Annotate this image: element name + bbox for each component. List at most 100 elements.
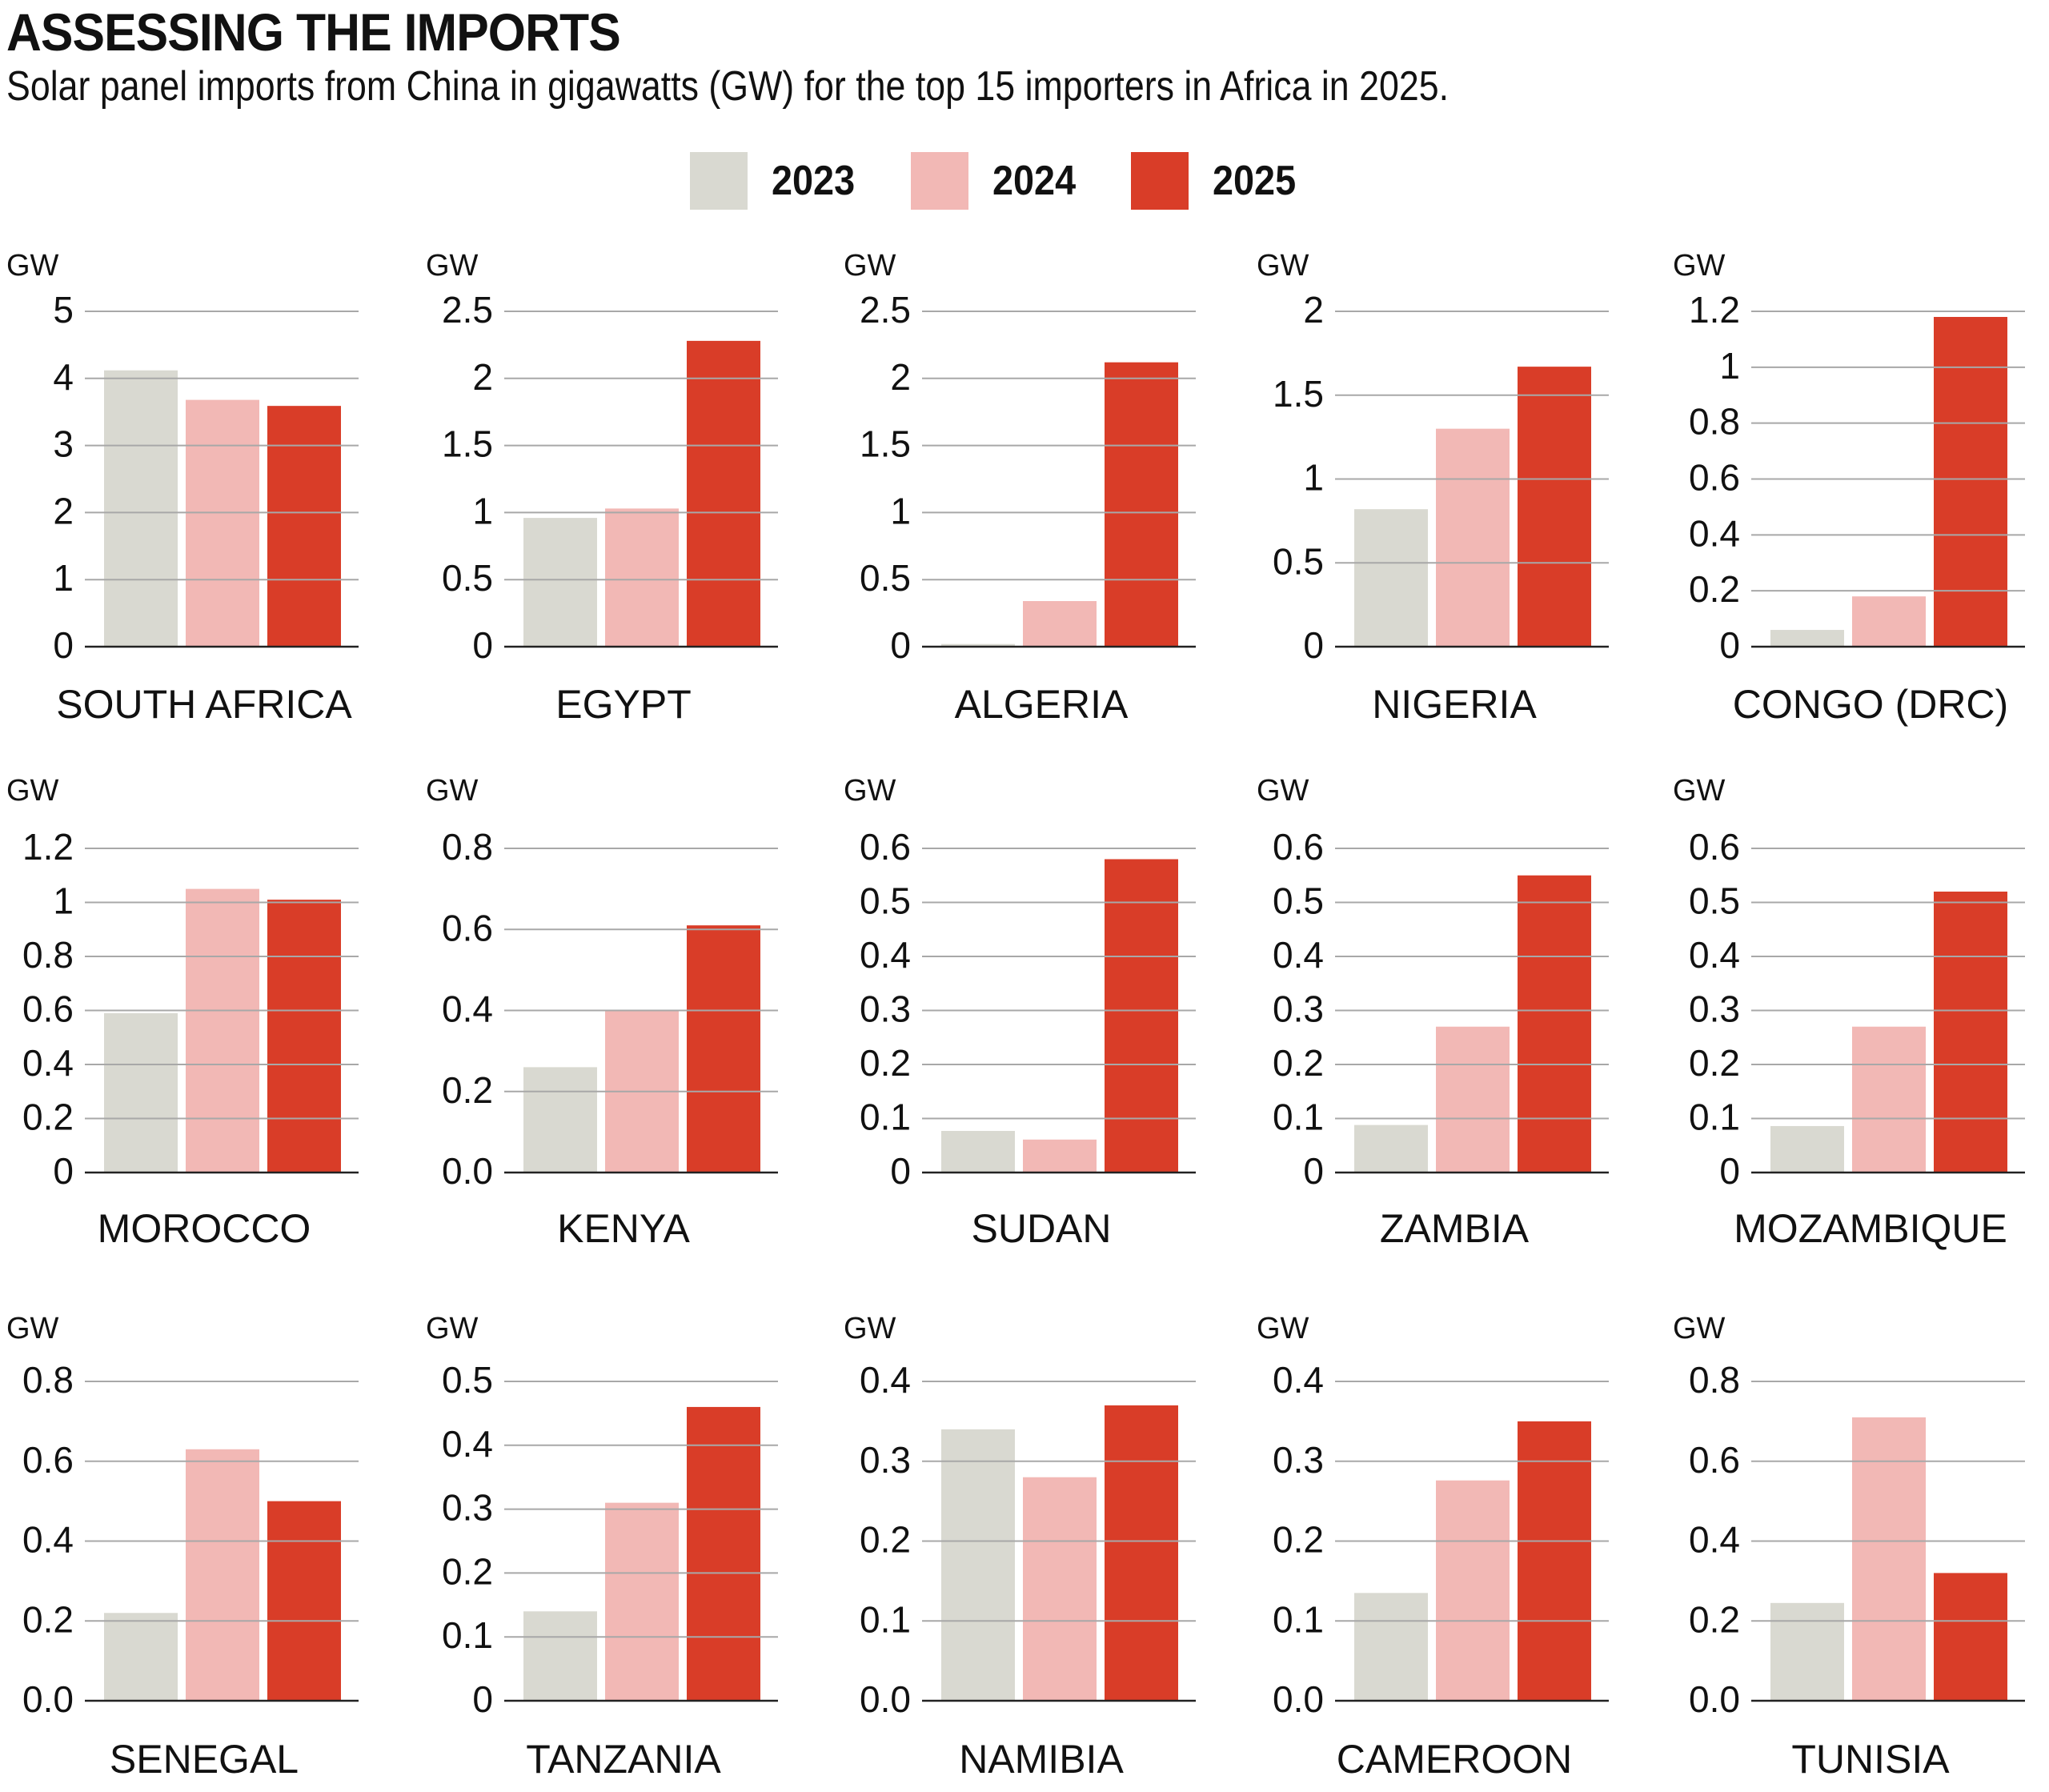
bar-2023 [1770,630,1844,647]
unit-label: GW [1257,249,1309,283]
unit-label: GW [6,1312,59,1345]
panel-morocco: GW 0 0.2 0.4 0.6 0.8 1 1.2 MOROCCO [6,774,359,1251]
y-tick-label: 0 [890,624,911,666]
bar-2024 [605,1502,679,1701]
y-tick-label: 1 [53,880,74,922]
country-label: SOUTH AFRICA [56,682,352,727]
y-tick-label: 0.3 [1273,988,1324,1030]
panel-cameroon: GW 0.0 0.1 0.2 0.3 0.4 CAMEROON [1257,1312,1609,1782]
bar-2025 [267,1501,341,1701]
y-tick-label: 0.4 [22,1519,74,1561]
panel-mozambique: GW 0 0.1 0.2 0.3 0.4 0.5 0.6 MOZAMBIQUE [1673,774,2025,1251]
bar-2023 [523,1067,597,1173]
y-tick-label: 0.3 [442,1487,493,1529]
unit-label: GW [426,774,479,808]
y-tick-label: 0.6 [1689,1439,1740,1481]
y-tick-label: 0 [1303,624,1324,666]
unit-label: GW [426,249,479,283]
unit-label: GW [844,1312,896,1345]
y-tick-label: 0.5 [442,1359,493,1401]
unit-label: GW [1257,774,1309,808]
y-tick-label: 1 [472,490,493,531]
country-label: SENEGAL [110,1737,299,1782]
y-tick-label: 0.6 [22,1439,74,1481]
y-tick-label: 0.2 [442,1069,493,1111]
unit-label: GW [6,249,59,283]
panel-senegal: GW 0.0 0.2 0.4 0.6 0.8 SENEGAL [6,1312,359,1782]
y-tick-label: 0 [1719,1150,1740,1192]
y-tick-label: 0.2 [860,1519,911,1561]
panel-zambia: GW 0 0.1 0.2 0.3 0.4 0.5 0.6 ZAMBIA [1257,774,1609,1251]
panel-congo-drc: GW 0 0.2 0.4 0.6 0.8 1 1.2 CONGO (DRC) [1673,249,2025,727]
legend-label-2025: 2025 [1213,158,1297,204]
unit-label: GW [844,774,896,808]
y-tick-label: 0.6 [22,988,74,1030]
y-tick-label: 0 [1719,624,1740,666]
y-tick-label: 0.1 [1273,1096,1324,1138]
y-tick-label: 0.6 [1689,826,1740,868]
bar-2023 [1770,1602,1844,1701]
y-tick-label: 0.8 [442,826,493,868]
unit-label: GW [844,249,896,283]
bar-2024 [1852,596,1926,647]
legend: 2023 2024 2025 [690,152,1352,210]
y-tick-label: 0.4 [1689,934,1740,976]
y-tick-label: 0.5 [860,880,911,922]
bar-2023 [104,370,178,647]
legend-swatch-2025 [1131,152,1189,210]
country-label: TUNISIA [1791,1737,1950,1782]
country-label: TANZANIA [526,1737,721,1782]
bar-2025 [267,406,341,647]
bar-2024 [1023,1477,1097,1701]
y-tick-label: 0.3 [1273,1439,1324,1481]
y-tick-label: 0.5 [1273,540,1324,582]
y-tick-label: 0.4 [860,934,911,976]
country-label: MOZAMBIQUE [1734,1206,2007,1251]
unit-label: GW [1673,774,1726,808]
bar-2024 [1023,601,1097,647]
panel-south-africa: GW 0 1 2 3 4 5 SOUTH AFRICA [6,249,359,727]
bar-2025 [687,925,760,1173]
panel-tanzania: GW 0 0.1 0.2 0.3 0.4 0.5 TANZANIA [426,1312,778,1782]
y-tick-label: 0 [472,1678,493,1720]
y-tick-label: 0.6 [860,826,911,868]
y-tick-label: 0.4 [860,1359,911,1401]
y-tick-label: 0.4 [1273,1359,1324,1401]
y-tick-label: 1.5 [1273,373,1324,415]
bar-2023 [941,1429,1015,1701]
bar-2025 [1934,892,2007,1173]
y-tick-label: 2.5 [860,289,911,331]
y-tick-label: 0.2 [1273,1042,1324,1084]
y-tick-label: 0.2 [22,1598,74,1640]
y-tick-label: 5 [53,289,74,331]
y-tick-label: 0.2 [442,1550,493,1592]
bar-2024 [1436,1480,1510,1701]
country-label: CAMEROON [1337,1737,1572,1782]
y-tick-label: 0 [1303,1150,1324,1192]
bar-2024 [1436,1026,1510,1173]
bar-2023 [104,1613,178,1701]
y-tick-label: 0.6 [1273,826,1324,868]
y-tick-label: 4 [53,356,74,398]
bar-2024 [1023,1139,1097,1173]
y-tick-label: 0.0 [442,1150,493,1192]
country-label: ALGERIA [955,682,1129,727]
y-tick-label: 0.3 [860,988,911,1030]
y-tick-label: 0.2 [1689,1042,1740,1084]
y-tick-label: 0.1 [860,1598,911,1640]
bar-2025 [1518,1421,1591,1701]
bar-2025 [1518,875,1591,1173]
country-label: NAMIBIA [959,1737,1124,1782]
y-tick-label: 0.5 [1273,880,1324,922]
y-tick-label: 0.4 [442,1423,493,1465]
panel-sudan: GW 0 0.1 0.2 0.3 0.4 0.5 0.6 SUDAN [844,774,1196,1251]
y-tick-label: 2 [890,356,911,398]
bar-2024 [1852,1417,1926,1701]
country-label: ZAMBIA [1380,1206,1530,1251]
y-tick-label: 1 [1719,345,1740,387]
unit-label: GW [1257,1312,1309,1345]
y-tick-label: 0.0 [22,1678,74,1720]
y-tick-label: 0.8 [22,1359,74,1401]
bar-2023 [1354,1593,1428,1701]
y-tick-label: 0.5 [442,557,493,599]
